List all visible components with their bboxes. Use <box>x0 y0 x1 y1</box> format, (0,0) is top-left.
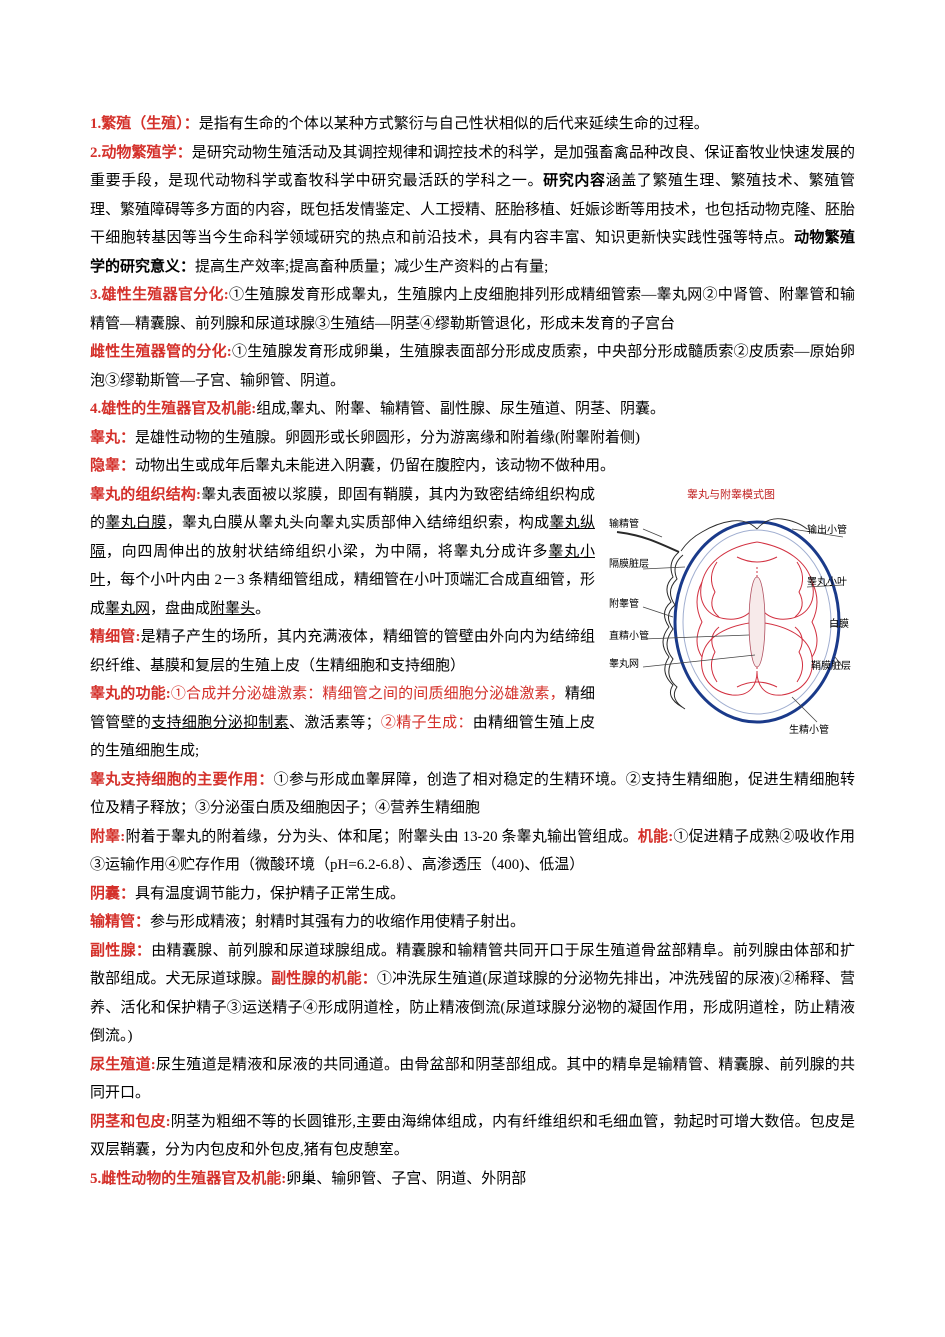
sec4-num: 4. <box>90 401 101 417</box>
section-2: 2.动物繁殖学：是研究动物生殖活动及其调控规律和调控技术的科学，是加强畜禽品种改… <box>90 139 855 282</box>
label-vaginalis: 鞘膜脏层 <box>811 659 851 672</box>
epid-func-label: 机能: <box>638 829 673 845</box>
testis-diagram-svg: 输精管 隔膜脏层 附睾管 直精小管 睾丸网 输出小管 睾丸小叶 白膜 鞘膜脏层 … <box>607 507 855 737</box>
accessory-glands: 副性腺：由精囊腺、前列腺和尿道球腺组成。精囊腺和输精管共同开口于尿生殖道骨盆部精… <box>90 937 855 1051</box>
ts-u1: 睾丸白膜 <box>105 515 166 531</box>
urethra: 尿生殖道:尿生殖道是精液和尿液的共同通道。由骨盆部和阴茎部组成。其中的精阜是输精… <box>90 1051 855 1108</box>
testis-term: 睾丸： <box>90 430 135 446</box>
penis-prepuce: 阴茎和包皮:阴茎为粗细不等的长圆锥形,主要由海绵体组成，内有纤维组织和毛细血管，… <box>90 1108 855 1165</box>
label-mediastinum: 隔膜脏层 <box>609 557 649 570</box>
ts-tail: ，盘曲成 <box>150 601 210 617</box>
diagram-title: 睾丸与附睾模式图 <box>607 485 855 506</box>
sec4-term: 雄性的生殖器官及机能: <box>101 401 256 417</box>
acc-func-label: 副性腺的机能： <box>271 971 377 987</box>
sec1-body: 是指有生命的个体以某种方式繁衍与自己性状相似的后代来延续生命的过程。 <box>199 116 709 132</box>
sec2-num: 2. <box>90 145 101 161</box>
ts-mid2: ，向四周伸出的放射状结缔组织小梁，为中隔，将睾丸分成许多 <box>106 544 549 560</box>
sec2-research-label: 研究内容 <box>543 173 606 189</box>
tf-u1: 支持细胞分泌抑制素 <box>151 715 289 731</box>
vas-deferens: 输精管：参与形成精液；射精时其强有力的收缩作用使精子射出。 <box>90 908 855 937</box>
sec4-body: 组成,睾丸、附睾、输精管、副性腺、尿生殖道、阴茎、阴囊。 <box>256 401 665 417</box>
sertoli-term: 睾丸支持细胞的主要作用： <box>90 772 274 788</box>
sertoli-cell: 睾丸支持细胞的主要作用：①参与形成血睾屏障，创造了相对稳定的生精环境。②支持生精… <box>90 766 855 823</box>
ts-u4: 睾丸网 <box>105 601 150 617</box>
ts-end: 。 <box>255 601 270 617</box>
sec5-body: 卵巢、输卵管、子宫、阴道、外阴部 <box>286 1171 526 1187</box>
testis-func-term: 睾丸的功能: <box>90 686 171 702</box>
label-efferent-duct: 输出小管 <box>807 523 847 536</box>
label-lobule: 睾丸小叶 <box>807 575 847 588</box>
urethra-body: 尿生殖道是精液和尿液的共同通道。由骨盆部和阴茎部组成。其中的精阜是输精管、精囊腺… <box>90 1057 855 1102</box>
vas-term: 输精管： <box>90 914 150 930</box>
sec5-num: 5. <box>90 1171 101 1187</box>
cryptorchidism: 隐睾：动物出生或成年后睾丸未能进入阴囊，仍留在腹腔内，该动物不做种用。 <box>90 452 855 481</box>
epid-body: 附着于睾丸的附着缘，分为头、体和尾；附睾头由 13-20 条睾丸输出管组成。 <box>125 829 638 845</box>
scrotum: 阴囊：具有温度调节能力，保护精子正常生成。 <box>90 880 855 909</box>
penis-body: 阴茎为粗细不等的长圆锥形,主要由海绵体组成，内有纤维组织和毛细血管，勃起时可增大… <box>90 1114 855 1159</box>
section-5: 5.雌性动物的生殖器官及机能:卵巢、输卵管、子宫、阴道、外阴部 <box>90 1165 855 1194</box>
urethra-term: 尿生殖道: <box>90 1057 156 1073</box>
crypt-body: 动物出生或成年后睾丸未能进入阴囊，仍留在腹腔内，该动物不做种用。 <box>135 458 615 474</box>
sec1-term: 繁殖（生殖）： <box>101 116 199 132</box>
tf-p2a: ②精子生成： <box>381 715 473 731</box>
label-albuginea: 白膜 <box>829 617 849 630</box>
testis-def: 睾丸：是雄性动物的生殖腺。卵圆形或长卵圆形，分为游离缘和附着缘(附睾附着侧) <box>90 424 855 453</box>
penis-term: 阴茎和包皮: <box>90 1114 171 1130</box>
sec5-term: 雌性动物的生殖器官及机能: <box>101 1171 286 1187</box>
vas-body: 参与形成精液；射精时其强有力的收缩作用使精子射出。 <box>150 914 525 930</box>
label-epididymis: 附睾管 <box>609 597 639 610</box>
tf-p1a: ①合成并分泌雄激素：精细管之间的间质细胞分泌雄激素， <box>171 686 565 702</box>
ts-u5: 附睾头 <box>210 601 255 617</box>
document-page: 1.繁殖（生殖）：是指有生命的个体以某种方式繁衍与自己性状相似的后代来延续生命的… <box>0 0 945 1253</box>
tf-p1c: 、激活素等； <box>289 715 381 731</box>
section-3: 3.雄性生殖器官分化:①生殖腺发育形成睾丸，生殖腺内上皮细胞排列形成精细管索—睾… <box>90 281 855 338</box>
testis-body: 是雄性动物的生殖腺。卵圆形或长卵圆形，分为游离缘和附着缘(附睾附着侧) <box>135 430 640 446</box>
sec1-num: 1. <box>90 116 101 132</box>
label-vas-deferens: 输精管 <box>609 517 639 530</box>
sec3-num: 3. <box>90 287 101 303</box>
label-rete-testis: 睾丸网 <box>609 657 639 670</box>
label-seminiferous: 生精小管 <box>789 723 829 736</box>
ts-mid1: ，睾丸白膜从睾丸头向睾丸实质部伸入结缔组织索，构成 <box>167 515 550 531</box>
semtube-term: 精细管: <box>90 629 140 645</box>
section-female-diff: 雌性生殖器管的分化:①生殖腺发育形成卵巢，生殖腺表面部分形成皮质索，中央部分形成… <box>90 338 855 395</box>
semtube-body: 是精子产生的场所，其内充满液体，精细管的管壁由外向内为结缔组织纤维、基膜和复层的… <box>90 629 595 674</box>
label-straight-tubule: 直精小管 <box>609 629 649 642</box>
testis-diagram-box: 睾丸与附睾模式图 <box>607 485 855 748</box>
section-1: 1.繁殖（生殖）：是指有生命的个体以某种方式繁衍与自己性状相似的后代来延续生命的… <box>90 110 855 139</box>
crypt-term: 隐睾： <box>90 458 135 474</box>
acc-term: 副性腺： <box>90 943 151 959</box>
epid-term: 附睾: <box>90 829 125 845</box>
epididymis: 附睾:附着于睾丸的附着缘，分为头、体和尾；附睾头由 13-20 条睾丸输出管组成… <box>90 823 855 880</box>
sec2-term: 动物繁殖学： <box>101 145 192 161</box>
testis-struct-term: 睾丸的组织结构: <box>90 487 201 503</box>
female-diff-term: 雌性生殖器管的分化: <box>90 344 232 360</box>
section-4: 4.雄性的生殖器官及机能:组成,睾丸、附睾、输精管、副性腺、尿生殖道、阴茎、阴囊… <box>90 395 855 424</box>
scrotum-term: 阴囊： <box>90 886 135 902</box>
sec2-meaning-body: 提高生产效率;提高畜种质量；减少生产资料的占有量; <box>195 259 548 275</box>
sec3-term: 雄性生殖器官分化: <box>101 287 228 303</box>
scrotum-body: 具有温度调节能力，保护精子正常生成。 <box>135 886 405 902</box>
